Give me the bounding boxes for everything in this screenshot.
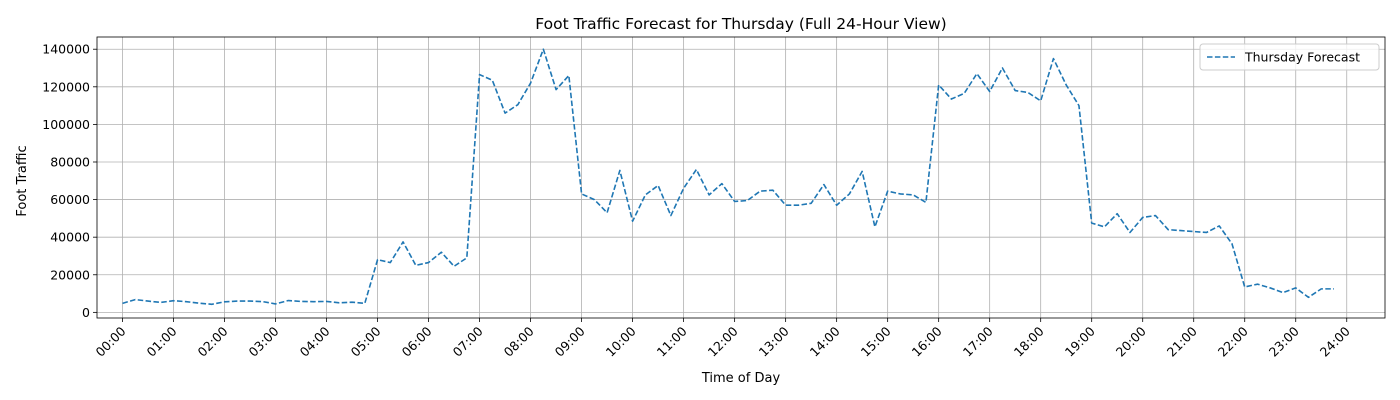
y-tick-label: 80000 [50,154,90,169]
x-tick-label: 24:00 [1317,323,1353,359]
x-tick-label: 07:00 [450,323,486,359]
x-tick-label: 10:00 [603,323,639,359]
x-tick-label: 09:00 [552,323,588,359]
x-tick-label: 02:00 [195,323,231,359]
y-tick-label: 120000 [42,79,90,94]
y-tick-label: 40000 [50,230,90,245]
x-tick-label: 22:00 [1215,323,1251,359]
x-axis-label: Time of Day [701,371,781,386]
x-tick-label: 06:00 [399,323,435,359]
x-axis-ticks: 00:00 01:00 02:00 03:00 04:00 05:00 06:00 07:00… [93,318,1353,360]
x-tick-label: 20:00 [1113,323,1149,359]
legend-label: Thursday Forecast [1244,50,1360,65]
x-tick-label: 01:00 [144,323,180,359]
y-axis-ticks: 0 20000 40000 60000 80000 100000 120000 140000 [42,42,97,320]
series-line-thursday-forecast [122,48,1334,306]
x-tick-label: 11:00 [654,323,690,359]
y-axis-label: Foot Traffic [15,145,30,216]
axes [96,36,1386,319]
x-tick-label: 04:00 [297,323,333,359]
x-tick-label: 14:00 [807,323,843,359]
x-tick-label: 18:00 [1011,323,1047,359]
y-tick-label: 100000 [42,117,90,132]
x-tick-label: 17:00 [960,323,996,359]
x-tick-label: 15:00 [858,323,894,359]
x-tick-label: 21:00 [1164,323,1200,359]
y-tick-label: 140000 [42,42,90,57]
x-tick-label: 05:00 [348,323,384,359]
y-tick-label: 20000 [50,267,90,282]
x-tick-label: 03:00 [246,323,282,359]
legend: Thursday Forecast [1199,43,1380,71]
x-tick-label: 13:00 [756,323,792,359]
x-tick-label: 23:00 [1266,323,1302,359]
x-tick-label: 19:00 [1062,323,1098,359]
y-tick-label: 60000 [50,192,90,207]
x-tick-label: 16:00 [909,323,945,359]
plot-area [122,48,1334,306]
chart-title: Foot Traffic Forecast for Thursday (Full… [535,15,946,33]
axes-frame [96,36,1386,319]
grid-lines [97,37,1385,318]
y-tick-label: 0 [82,305,90,320]
x-tick-label: 12:00 [705,323,741,359]
x-tick-label: 00:00 [93,323,129,359]
legend-box [1199,43,1380,71]
x-tick-label: 08:00 [501,323,537,359]
